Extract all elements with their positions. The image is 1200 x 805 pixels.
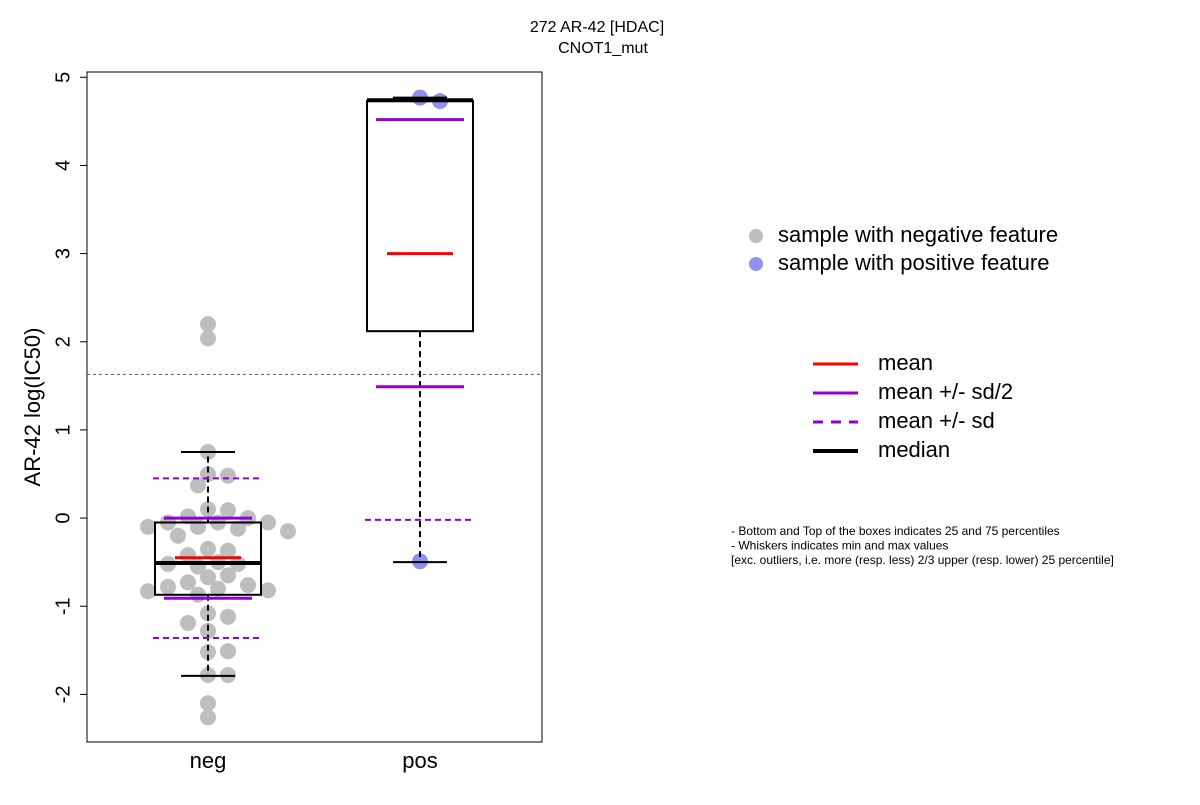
legend-marker: [749, 257, 763, 271]
y-tick-label: -2: [52, 685, 74, 703]
y-tick-label: 4: [52, 160, 74, 171]
legend-label: mean +/- sd/2: [878, 379, 1013, 404]
plot-frame: [86, 71, 543, 743]
data-point: [220, 608, 236, 625]
data-point: [220, 467, 236, 484]
legend-label: sample with positive feature: [778, 250, 1049, 275]
y-tick-label: 0: [52, 513, 74, 524]
legend-label: mean +/- sd: [878, 408, 995, 433]
data-point: [200, 695, 216, 712]
data-point: [200, 540, 216, 557]
data-point: [190, 518, 206, 535]
chart-subtitle: CNOT1_mut: [558, 40, 648, 57]
note: - Bottom and Top of the boxes indicates …: [731, 524, 1060, 538]
x-tick-label: pos: [402, 748, 437, 773]
data-point: [280, 523, 296, 540]
data-point: [200, 316, 216, 333]
data-point: [220, 542, 236, 559]
data-point: [200, 644, 216, 661]
data-point: [170, 527, 186, 544]
y-tick-label: 1: [52, 424, 74, 435]
data-point: [220, 502, 236, 519]
note: [exc. outliers, i.e. more (resp. less) 2…: [731, 553, 1114, 567]
legend-marker: [749, 229, 763, 243]
legend-label: mean: [878, 350, 933, 375]
y-tick-label: -1: [52, 597, 74, 615]
data-point: [140, 583, 156, 600]
data-point: [200, 330, 216, 347]
data-point: [180, 614, 196, 631]
data-point: [180, 574, 196, 591]
y-tick-label: 5: [52, 72, 74, 83]
data-point: [220, 643, 236, 660]
data-point: [260, 582, 276, 599]
data-point: [220, 567, 236, 584]
y-tick-label: 2: [52, 336, 74, 347]
legend-label: median: [878, 437, 950, 462]
chart-title: 272 AR-42 [HDAC]: [530, 19, 664, 36]
data-point: [190, 477, 206, 494]
data-point: [160, 578, 176, 595]
data-point: [200, 569, 216, 586]
box: [154, 521, 262, 596]
data-point: [200, 709, 216, 726]
y-tick-label: 3: [52, 248, 74, 259]
legend-label: sample with negative feature: [778, 222, 1058, 247]
y-axis-label: AR-42 log(IC50): [20, 328, 45, 487]
x-tick-label: neg: [190, 748, 227, 773]
data-point: [240, 577, 256, 594]
box: [366, 100, 474, 333]
note: - Whiskers indicates min and max values: [731, 539, 948, 553]
data-point: [200, 622, 216, 639]
data-point: [180, 508, 196, 525]
data-point: [140, 518, 156, 535]
data-point: [260, 514, 276, 531]
data-point: [200, 605, 216, 622]
data-point: [230, 520, 246, 537]
data-point: [210, 580, 226, 597]
